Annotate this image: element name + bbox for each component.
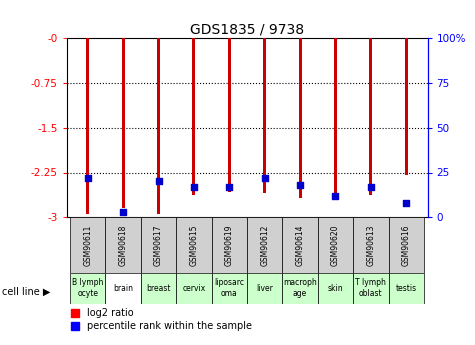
Point: [190, 184, 198, 190]
Text: GSM90619: GSM90619: [225, 224, 234, 266]
Text: testis: testis: [396, 284, 417, 293]
Text: GSM90616: GSM90616: [402, 224, 411, 266]
Bar: [318, 273, 353, 304]
Title: GDS1835 / 9738: GDS1835 / 9738: [190, 23, 304, 37]
Point: [261, 175, 268, 181]
Bar: [353, 217, 389, 273]
Point: [226, 184, 233, 190]
Bar: [263, 38, 266, 194]
Text: GSM90612: GSM90612: [260, 224, 269, 266]
Text: B lymph
ocyte: B lymph ocyte: [72, 278, 104, 298]
Point: [296, 182, 304, 188]
Bar: [299, 38, 302, 198]
Bar: [228, 38, 231, 191]
Text: GSM90620: GSM90620: [331, 224, 340, 266]
Text: T lymph
oblast: T lymph oblast: [355, 278, 386, 298]
Bar: [334, 38, 337, 198]
Text: cell line ▶: cell line ▶: [2, 287, 51, 296]
Point: [119, 209, 127, 215]
Bar: [192, 38, 195, 195]
Point: [84, 175, 92, 181]
Text: liver: liver: [256, 284, 273, 293]
Bar: [389, 217, 424, 273]
Bar: [211, 273, 247, 304]
Text: macroph
age: macroph age: [283, 278, 317, 298]
Text: cervix: cervix: [182, 284, 206, 293]
Bar: [70, 273, 105, 304]
Text: GSM90614: GSM90614: [295, 224, 304, 266]
Text: skin: skin: [328, 284, 343, 293]
Bar: [122, 38, 124, 208]
Text: GSM90613: GSM90613: [366, 224, 375, 266]
Bar: [405, 38, 408, 176]
Text: liposarc
oma: liposarc oma: [214, 278, 244, 298]
Bar: [211, 217, 247, 273]
Bar: [70, 217, 105, 273]
Text: GSM90618: GSM90618: [119, 224, 128, 266]
Bar: [176, 217, 211, 273]
Bar: [318, 217, 353, 273]
Point: [367, 184, 375, 190]
Bar: [105, 217, 141, 273]
Bar: [141, 217, 176, 273]
Text: GSM90615: GSM90615: [190, 224, 199, 266]
Bar: [370, 38, 372, 195]
Bar: [283, 217, 318, 273]
Point: [332, 193, 339, 199]
Bar: [247, 273, 283, 304]
Bar: [283, 273, 318, 304]
Bar: [247, 217, 283, 273]
Point: [155, 179, 162, 184]
Bar: [176, 273, 211, 304]
Text: GSM90617: GSM90617: [154, 224, 163, 266]
Bar: [353, 273, 389, 304]
Bar: [86, 38, 89, 214]
Text: GSM90611: GSM90611: [83, 224, 92, 266]
Bar: [105, 273, 141, 304]
Text: brain: brain: [113, 284, 133, 293]
Bar: [389, 273, 424, 304]
Bar: [157, 38, 160, 214]
Legend: log2 ratio, percentile rank within the sample: log2 ratio, percentile rank within the s…: [71, 308, 252, 332]
Bar: [141, 273, 176, 304]
Point: [402, 200, 410, 206]
Text: breast: breast: [146, 284, 171, 293]
